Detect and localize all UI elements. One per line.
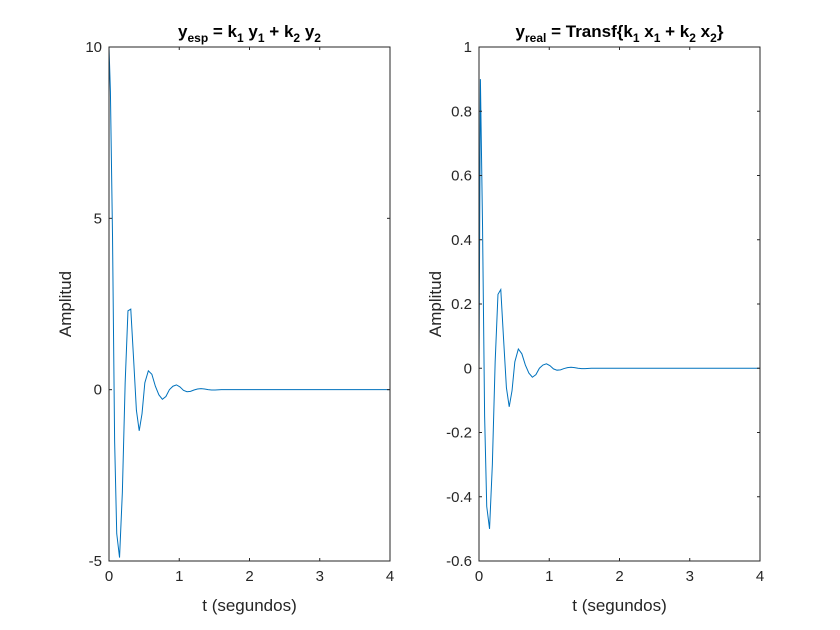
x-tick-label: 1 — [545, 568, 553, 585]
x-tick-label: 1 — [175, 568, 183, 585]
title-part: x — [640, 22, 655, 41]
x-tick-label: 3 — [316, 568, 324, 585]
title-part: y — [300, 22, 315, 41]
title-subscript: esp — [187, 31, 208, 45]
title-part: + k — [265, 22, 294, 41]
y-tick-label: -0.6 — [446, 553, 472, 570]
chart-panel-2: 0 1 2 3 4 -0.6 -0.4 -0.2 0 0.2 0.4 0.6 0.8 1 t (segund… — [426, 22, 764, 615]
y-tick-label: 0 — [464, 360, 472, 377]
title-part: y — [516, 22, 526, 41]
y-tick-label: 0 — [94, 382, 102, 399]
title-subscript: real — [525, 31, 546, 45]
x-tick-label: 4 — [386, 568, 394, 585]
title-part: y — [244, 22, 259, 41]
y-tick-label: 5 — [94, 210, 102, 227]
y-tick-label: 0.2 — [451, 296, 472, 313]
title-subscript: 1 — [258, 31, 265, 45]
title-part: + k — [660, 22, 689, 41]
title-part: x — [696, 22, 711, 41]
chart-title: yreal = Transf{k1 x1 + k2 x2} — [516, 22, 724, 45]
x-tick-label: 3 — [686, 568, 694, 585]
x-tick-label: 4 — [756, 568, 764, 585]
y-tick-label: 0.8 — [451, 103, 472, 120]
y-tick-label: -0.2 — [446, 425, 472, 442]
x-tick-label: 2 — [245, 568, 253, 585]
title-part: = k — [208, 22, 237, 41]
y-tick-label: 1 — [464, 39, 472, 56]
title-subscript: 1 — [654, 31, 661, 45]
y-tick-label: 10 — [85, 39, 102, 56]
y-tick-label: 0.4 — [451, 232, 472, 249]
y-axis-label: Amplitud — [56, 271, 75, 337]
x-tick-label: 0 — [475, 568, 483, 585]
x-axis-label: t (segundos) — [572, 596, 667, 615]
chart-title: yesp = k1 y1 + k2 y2 — [178, 22, 321, 45]
title-part: = Transf{k — [546, 22, 633, 41]
y-tick-label: 0.6 — [451, 168, 472, 185]
title-part: } — [717, 22, 724, 41]
x-axis-label: t (segundos) — [202, 596, 297, 615]
title-subscript: 1 — [237, 31, 244, 45]
title-subscript: 2 — [314, 31, 321, 45]
title-subscript: 2 — [293, 31, 300, 45]
y-tick-label: -5 — [89, 553, 102, 570]
y-tick-label: -0.4 — [446, 489, 472, 506]
series-line-1 — [109, 47, 390, 558]
x-tick-label: 2 — [615, 568, 623, 585]
title-subscript: 1 — [633, 31, 640, 45]
x-tick-label: 0 — [105, 568, 113, 585]
title-subscript: 2 — [689, 31, 696, 45]
y-axis-label: Amplitud — [426, 271, 445, 337]
series-line-1 — [479, 79, 760, 529]
title-part: y — [178, 22, 188, 41]
title-subscript: 2 — [710, 31, 717, 45]
